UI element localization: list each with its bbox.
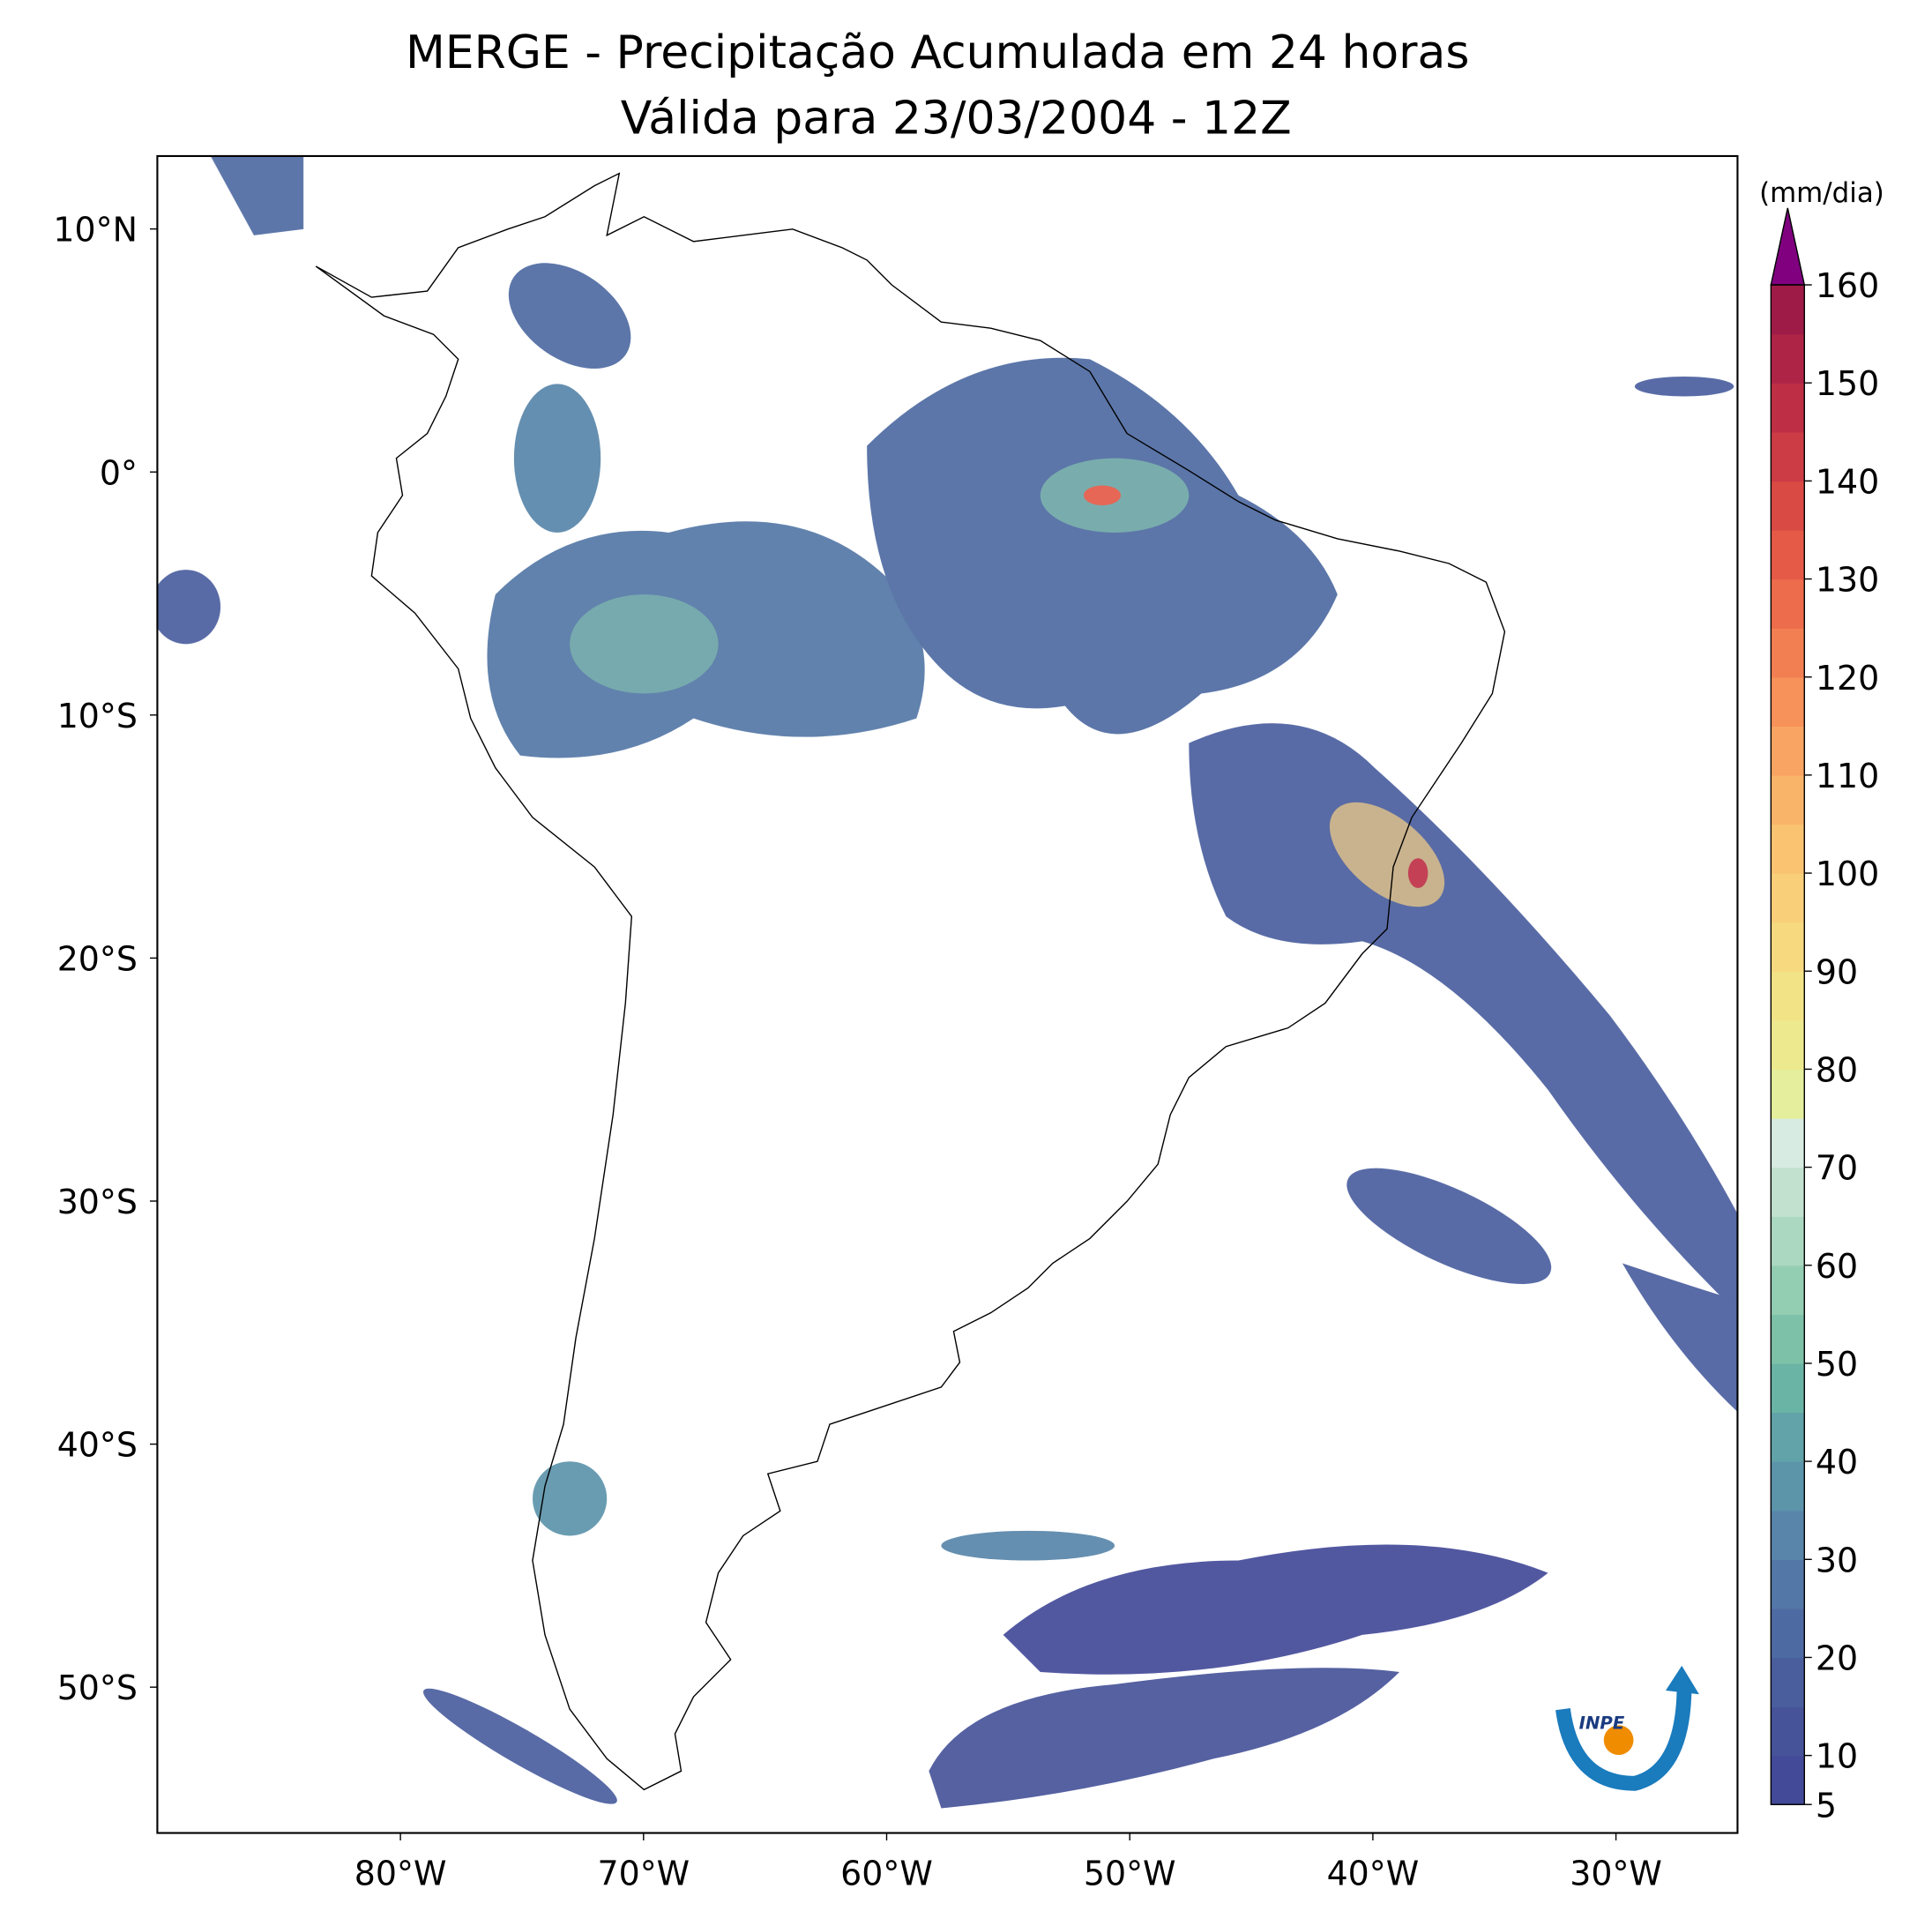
colorbar-frame (1770, 284, 1805, 1805)
colorbar-band (1771, 579, 1805, 629)
logo-text: INPE (1579, 1713, 1625, 1734)
x-tick-label: 30°W (1570, 1855, 1662, 1893)
colorbar-tick-label: 150 (1816, 364, 1879, 403)
rain-area (1346, 1168, 1552, 1285)
colorbar-tick-label: 60 (1816, 1247, 1858, 1286)
inpe-logo: INPE (1555, 1665, 1699, 1791)
logo-arrow (1665, 1665, 1699, 1695)
rain-area (941, 1530, 1115, 1561)
colorbar-band (1771, 333, 1805, 384)
colorbar-band (1771, 1019, 1805, 1071)
colorbar-band (1771, 1167, 1805, 1217)
colorbar-tick-label: 120 (1816, 659, 1879, 698)
colorbar-band (1771, 628, 1805, 678)
colorbar-band (1771, 1265, 1805, 1316)
colorbar-tick-label: 10 (1816, 1737, 1858, 1776)
rain-area (1003, 1544, 1548, 1675)
rain-area (210, 155, 304, 235)
logo-dot (1603, 1725, 1634, 1756)
rain-area (1622, 1263, 1738, 1413)
colorbar-band (1771, 1755, 1805, 1805)
rain-area (423, 1688, 617, 1804)
rain-area (929, 1668, 1400, 1809)
rain-area (532, 1461, 608, 1536)
colorbar-band (1771, 529, 1805, 580)
colorbar-band (1771, 971, 1805, 1021)
colorbar-band (1771, 1117, 1805, 1168)
colorbar-band (1771, 1461, 1805, 1512)
rain-area (1407, 858, 1428, 888)
colorbar-band (1771, 676, 1805, 728)
rain-area (1083, 485, 1122, 505)
rain-area (867, 357, 1338, 735)
rain-area (570, 594, 719, 694)
y-tick-label: 10°S (57, 697, 138, 735)
y-tick-label: 10°N (53, 211, 138, 250)
colorbar-band (1771, 1559, 1805, 1609)
colorbar-band (1771, 774, 1805, 825)
colorbar-tick-label: 160 (1816, 266, 1879, 305)
colorbar-tick-label: 30 (1816, 1541, 1858, 1579)
colorbar-tick-label: 130 (1816, 561, 1879, 600)
colorbar-tick-label: 40 (1816, 1443, 1858, 1482)
colorbar-band (1771, 1706, 1805, 1757)
colorbar-band (1771, 1412, 1805, 1462)
y-tick-label: 50°S (57, 1668, 138, 1707)
map-area (157, 155, 1738, 1809)
colorbar-tick-label: 90 (1816, 952, 1858, 991)
colorbar-band (1771, 431, 1805, 482)
colorbar-tick-label: 80 (1816, 1050, 1858, 1089)
x-tick-label: 60°W (840, 1855, 933, 1893)
colorbar-band (1771, 1510, 1805, 1560)
colorbar-band (1771, 873, 1805, 923)
subtitle: Válida para 23/03/2004 - 12Z (621, 93, 1292, 146)
x-tick-label: 80°W (354, 1855, 447, 1893)
colorbar-band (1771, 285, 1805, 335)
map-frame (156, 154, 1739, 1834)
logo-arc (1555, 1683, 1692, 1791)
colorbar-tick-label: 50 (1816, 1345, 1858, 1384)
colorbar-band (1771, 1314, 1805, 1364)
x-tick-label: 50°W (1084, 1855, 1176, 1893)
colorbar-tick-label: 100 (1816, 855, 1879, 893)
colorbar-tick-label: 5 (1816, 1786, 1837, 1825)
rain-area (513, 384, 601, 533)
rain-area (1189, 723, 1738, 1313)
colorbar-band (1771, 1362, 1805, 1414)
colorbar-band (1771, 1608, 1805, 1659)
x-tick-label: 40°W (1327, 1855, 1420, 1893)
colorbar-band (1771, 383, 1805, 433)
colorbar-label: (mm/dia) (1759, 177, 1884, 209)
colorbar-tick-label: 20 (1816, 1639, 1858, 1678)
colorbar-band (1771, 481, 1805, 531)
colorbar-tick-label: 110 (1816, 757, 1879, 795)
colorbar-band (1771, 1069, 1805, 1119)
x-tick-label: 70°W (597, 1855, 690, 1893)
colorbar-tick-label: 70 (1816, 1149, 1858, 1188)
y-tick-label: 40°S (57, 1426, 138, 1465)
colorbar-tick-label: 140 (1816, 462, 1879, 501)
rain-area (508, 263, 631, 369)
colorbar-band (1771, 922, 1805, 972)
y-tick-label: 20°S (57, 939, 138, 978)
colorbar-band (1771, 824, 1805, 874)
y-tick-label: 30°S (57, 1183, 138, 1221)
precipitation (157, 155, 1738, 1809)
y-tick-label: 0° (100, 453, 138, 492)
coastline (315, 172, 1506, 1791)
title: MERGE - Precipitação Acumulada em 24 hor… (406, 26, 1469, 79)
rain-area (157, 570, 221, 645)
rain-area (1634, 376, 1734, 397)
colorbar-band (1771, 1216, 1805, 1266)
colorbar-band (1771, 726, 1805, 776)
colorbar-band (1771, 1657, 1805, 1707)
